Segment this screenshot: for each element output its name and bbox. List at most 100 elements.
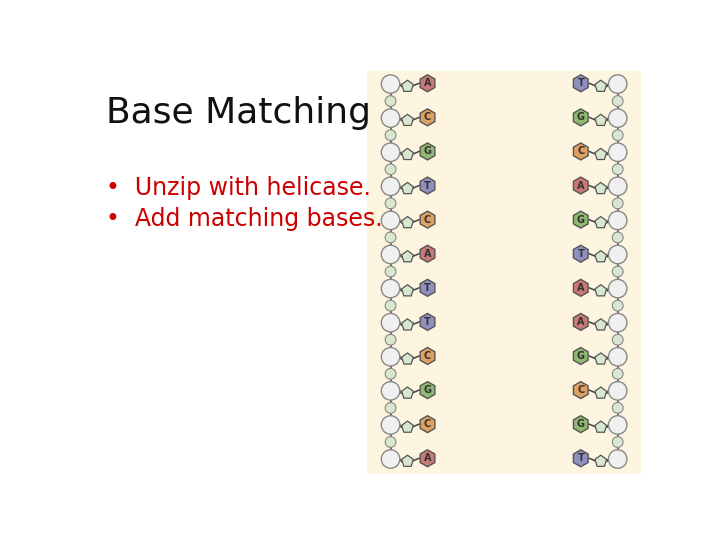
Circle shape	[382, 109, 400, 127]
Circle shape	[382, 313, 400, 332]
Circle shape	[382, 211, 400, 230]
Polygon shape	[420, 279, 435, 296]
Circle shape	[612, 300, 623, 311]
Text: T: T	[577, 453, 584, 463]
Polygon shape	[573, 382, 588, 399]
Circle shape	[612, 437, 623, 447]
Polygon shape	[402, 387, 413, 398]
Polygon shape	[595, 80, 607, 91]
Circle shape	[382, 348, 400, 366]
Polygon shape	[573, 279, 588, 296]
Text: A: A	[577, 283, 585, 293]
Circle shape	[612, 368, 623, 379]
Circle shape	[612, 130, 623, 140]
Circle shape	[608, 211, 627, 230]
Text: C: C	[577, 385, 585, 395]
Circle shape	[382, 245, 400, 264]
Polygon shape	[573, 177, 588, 194]
Polygon shape	[420, 313, 435, 330]
Circle shape	[612, 96, 623, 106]
Text: G: G	[577, 214, 585, 225]
Text: T: T	[577, 78, 584, 88]
Polygon shape	[402, 217, 413, 228]
Polygon shape	[420, 211, 435, 228]
Polygon shape	[573, 109, 588, 126]
Circle shape	[385, 164, 396, 174]
Circle shape	[612, 198, 623, 209]
Circle shape	[385, 96, 396, 106]
Circle shape	[608, 75, 627, 93]
Circle shape	[608, 143, 627, 161]
Circle shape	[382, 177, 400, 195]
Polygon shape	[402, 114, 413, 125]
Polygon shape	[402, 183, 413, 194]
Circle shape	[382, 416, 400, 434]
Circle shape	[385, 130, 396, 140]
Circle shape	[385, 368, 396, 379]
Bar	[367, 71, 641, 475]
Text: T: T	[424, 317, 431, 327]
Text: Base Matching: Base Matching	[106, 96, 371, 130]
Polygon shape	[595, 387, 607, 398]
Polygon shape	[420, 143, 435, 160]
Text: C: C	[424, 112, 431, 123]
Polygon shape	[402, 421, 413, 432]
Circle shape	[608, 450, 627, 468]
Circle shape	[382, 143, 400, 161]
Polygon shape	[595, 421, 607, 432]
Circle shape	[612, 266, 623, 277]
Text: G: G	[577, 112, 585, 123]
Polygon shape	[573, 75, 588, 92]
Text: •  Unzip with helicase.: • Unzip with helicase.	[106, 177, 371, 200]
Text: C: C	[577, 146, 585, 157]
Polygon shape	[573, 245, 588, 262]
Polygon shape	[595, 319, 607, 330]
Circle shape	[385, 198, 396, 209]
Circle shape	[385, 300, 396, 311]
Polygon shape	[420, 75, 435, 92]
Text: A: A	[424, 453, 431, 463]
Polygon shape	[402, 353, 413, 364]
Circle shape	[612, 232, 623, 243]
Polygon shape	[402, 80, 413, 91]
Circle shape	[608, 348, 627, 366]
Polygon shape	[573, 143, 588, 160]
Polygon shape	[420, 245, 435, 262]
Circle shape	[382, 279, 400, 298]
Polygon shape	[420, 348, 435, 364]
Text: T: T	[577, 249, 584, 259]
Circle shape	[608, 382, 627, 400]
Polygon shape	[573, 416, 588, 433]
Polygon shape	[595, 353, 607, 364]
Polygon shape	[595, 148, 607, 159]
Circle shape	[385, 437, 396, 447]
Text: A: A	[577, 317, 585, 327]
Text: •  Add matching bases.: • Add matching bases.	[106, 207, 382, 231]
Text: G: G	[577, 419, 585, 429]
Polygon shape	[420, 177, 435, 194]
Circle shape	[382, 382, 400, 400]
Circle shape	[385, 266, 396, 277]
Polygon shape	[402, 148, 413, 159]
Polygon shape	[420, 382, 435, 399]
Polygon shape	[402, 455, 413, 467]
Circle shape	[608, 313, 627, 332]
Polygon shape	[402, 319, 413, 330]
Text: A: A	[424, 78, 431, 88]
Text: C: C	[424, 419, 431, 429]
Polygon shape	[573, 348, 588, 364]
Polygon shape	[420, 416, 435, 433]
Text: A: A	[577, 180, 585, 191]
Text: C: C	[424, 351, 431, 361]
Polygon shape	[573, 313, 588, 330]
Circle shape	[608, 279, 627, 298]
Text: T: T	[424, 180, 431, 191]
Circle shape	[612, 334, 623, 345]
Circle shape	[385, 232, 396, 243]
Polygon shape	[402, 251, 413, 262]
Circle shape	[612, 402, 623, 413]
Text: T: T	[424, 283, 431, 293]
Polygon shape	[402, 285, 413, 296]
Circle shape	[385, 334, 396, 345]
Polygon shape	[595, 114, 607, 125]
